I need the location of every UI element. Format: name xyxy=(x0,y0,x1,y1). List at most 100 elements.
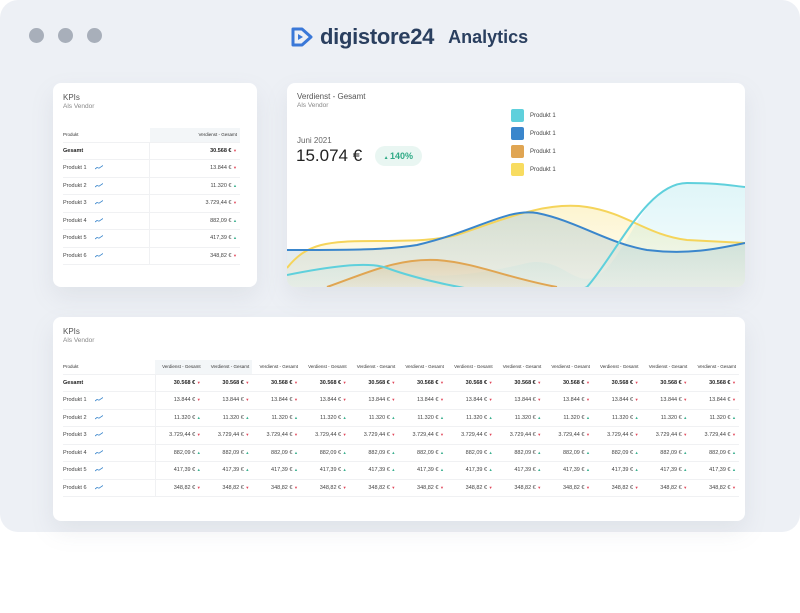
sparkline-icon[interactable] xyxy=(94,414,103,420)
legend-item[interactable]: Produkt 1 xyxy=(511,163,556,176)
trend-down-icon: ▼ xyxy=(634,379,639,385)
col-header-product[interactable]: Produkt xyxy=(63,128,150,143)
sparkline-icon[interactable] xyxy=(94,467,103,472)
sparkline-icon[interactable] xyxy=(94,252,103,258)
col-header-value[interactable]: Verdienst - Gesamt xyxy=(641,360,691,375)
table-row[interactable]: Produkt 1 13.844 € ▼ 13.844 € ▼ 13.844 € ▼ 1… xyxy=(63,391,739,410)
value-cell: 348,82 € ▼ xyxy=(203,479,253,497)
kpi-large-subtitle: Als Vendor xyxy=(63,337,95,344)
product-cell: Produkt 5 xyxy=(63,461,155,480)
legend-swatch xyxy=(511,109,524,122)
trend-down-icon: ▼ xyxy=(683,484,688,490)
sparkline-icon[interactable] xyxy=(94,217,103,223)
table-row[interactable]: Produkt 2 11.320 € ▲ 11.320 € ▲ 11.320 € ▲ 1… xyxy=(63,409,739,427)
product-cell: Produkt 5 xyxy=(63,229,150,248)
table-row[interactable]: Produkt 5 417,39 € ▲ xyxy=(63,229,240,248)
sparkline-icon[interactable] xyxy=(94,235,103,240)
trend-up-icon: ▲ xyxy=(585,414,590,420)
sparkline-icon[interactable] xyxy=(94,432,103,437)
table-row[interactable]: Produkt 3 3.729,44 € ▼ xyxy=(63,194,240,213)
value-cell: 882,09 € ▲ xyxy=(149,212,240,230)
trend-up-icon: ▲ xyxy=(342,449,347,455)
table-row[interactable]: Produkt 4 882,09 € ▲ xyxy=(63,212,240,230)
trend-down-icon: ▼ xyxy=(732,432,736,438)
legend-item[interactable]: Produkt 1 xyxy=(511,145,556,158)
trend-down-icon: ▼ xyxy=(439,397,444,403)
series-cyan-area xyxy=(287,183,745,287)
trend-down-icon: ▼ xyxy=(585,397,590,403)
value-cell: 3.729,44 € ▼ xyxy=(641,426,691,445)
value-cell: 11.320 € ▲ xyxy=(149,177,240,195)
trend-down-icon: ▼ xyxy=(683,379,688,385)
value-cell: 417,39 € ▲ xyxy=(544,461,593,480)
col-header-value[interactable]: Verdienst - Gesamt xyxy=(544,360,593,375)
col-header-product[interactable]: Produkt xyxy=(63,360,155,375)
col-header-value[interactable]: Verdienst - Gesamt xyxy=(149,128,240,143)
trend-down-icon: ▼ xyxy=(391,432,396,438)
value-cell: 30.568 € ▼ xyxy=(495,374,545,392)
product-cell: Produkt 3 xyxy=(63,426,155,445)
value-cell: 13.844 € ▼ xyxy=(349,391,399,410)
sparkline-icon[interactable] xyxy=(94,449,103,455)
table-row[interactable]: Produkt 2 11.320 € ▲ xyxy=(63,177,240,195)
table-row[interactable]: Gesamt 30.568 € ▼ xyxy=(63,142,240,160)
trend-down-icon: ▼ xyxy=(342,397,347,403)
area-chart xyxy=(287,181,745,287)
legend-item[interactable]: Produkt 1 xyxy=(511,109,556,122)
col-header-value[interactable]: Verdienst - Gesamt xyxy=(349,360,399,375)
value-cell: 882,09 € ▲ xyxy=(349,444,399,462)
table-row[interactable]: Produkt 4 882,09 € ▲ 882,09 € ▲ 882,09 € ▲ 8… xyxy=(63,444,739,462)
trend-down-icon: ▼ xyxy=(634,484,639,490)
table-row[interactable]: Gesamt 30.568 € ▼ 30.568 € ▼ 30.568 € ▼ 30.5… xyxy=(63,374,739,392)
trend-up-icon: ▲ xyxy=(537,449,542,455)
value-cell: 417,39 € ▲ xyxy=(641,461,691,480)
trend-down-icon: ▼ xyxy=(233,165,237,171)
trend-down-icon: ▼ xyxy=(342,432,347,438)
trend-up-icon: ▲ xyxy=(342,467,347,473)
kpi-subtitle: Als Vendor xyxy=(63,103,95,110)
sparkline-icon[interactable] xyxy=(94,182,103,188)
col-header-value[interactable]: Verdienst - Gesamt xyxy=(592,360,642,375)
legend-label: Produkt 1 xyxy=(530,166,556,173)
value-cell: 13.844 € ▼ xyxy=(641,391,691,410)
kpi-small-card: KPIs Als Vendor Produkt Verdienst - Gesam… xyxy=(53,83,257,287)
window-minimize-dot[interactable] xyxy=(58,28,73,43)
col-header-value[interactable]: Verdienst - Gesamt xyxy=(446,360,496,375)
window-close-dot[interactable] xyxy=(29,28,44,43)
window-maximize-dot[interactable] xyxy=(87,28,102,43)
sparkline-icon[interactable] xyxy=(94,165,103,170)
col-header-value[interactable]: Verdienst - Gesamt xyxy=(252,360,301,375)
value-cell: 3.729,44 € ▼ xyxy=(495,426,545,445)
value-cell: 882,09 € ▲ xyxy=(592,444,642,462)
trend-up-icon: ▲ xyxy=(732,449,736,455)
value-cell: 417,39 € ▲ xyxy=(495,461,545,480)
product-cell: Produkt 6 xyxy=(63,247,150,265)
table-row[interactable]: Produkt 6 348,82 € ▼ 348,82 € ▼ 348,82 € ▼ 3… xyxy=(63,479,739,497)
series-cyan-line xyxy=(287,181,745,287)
value-cell: 13.844 € ▼ xyxy=(203,391,253,410)
col-header-value[interactable]: Verdienst - Gesamt xyxy=(300,360,350,375)
sparkline-icon[interactable] xyxy=(94,397,103,402)
col-header-value[interactable]: Verdienst - Gesamt xyxy=(398,360,447,375)
table-row[interactable]: Produkt 6 348,82 € ▼ xyxy=(63,247,240,265)
col-header-value[interactable]: Verdienst - Gesamt xyxy=(690,360,739,375)
col-header-value[interactable]: Verdienst - Gesamt xyxy=(155,360,204,375)
col-header-value[interactable]: Verdienst - Gesamt xyxy=(495,360,545,375)
value-cell: 13.844 € ▼ xyxy=(446,391,496,410)
value-cell: 11.320 € ▲ xyxy=(544,409,593,427)
col-header-value[interactable]: Verdienst - Gesamt xyxy=(203,360,253,375)
product-cell: Produkt 1 xyxy=(63,391,155,410)
trend-down-icon: ▼ xyxy=(732,484,736,490)
table-row[interactable]: Produkt 1 13.844 € ▼ xyxy=(63,159,240,178)
value-cell: 11.320 € ▲ xyxy=(203,409,253,427)
table-row[interactable]: Produkt 5 417,39 € ▲ 417,39 € ▲ 417,39 € ▲ 4… xyxy=(63,461,739,480)
value-cell: 11.320 € ▲ xyxy=(592,409,642,427)
legend-item[interactable]: Produkt 1 xyxy=(511,127,556,140)
table-row[interactable]: Produkt 3 3.729,44 € ▼ 3.729,44 € ▼ 3.729,4… xyxy=(63,426,739,445)
value-cell: 417,39 € ▲ xyxy=(446,461,496,480)
trend-down-icon: ▼ xyxy=(233,147,237,153)
sparkline-icon[interactable] xyxy=(94,484,103,490)
value-cell: 30.568 € ▼ xyxy=(641,374,691,392)
trend-down-icon: ▼ xyxy=(683,432,688,438)
sparkline-icon[interactable] xyxy=(94,200,103,205)
